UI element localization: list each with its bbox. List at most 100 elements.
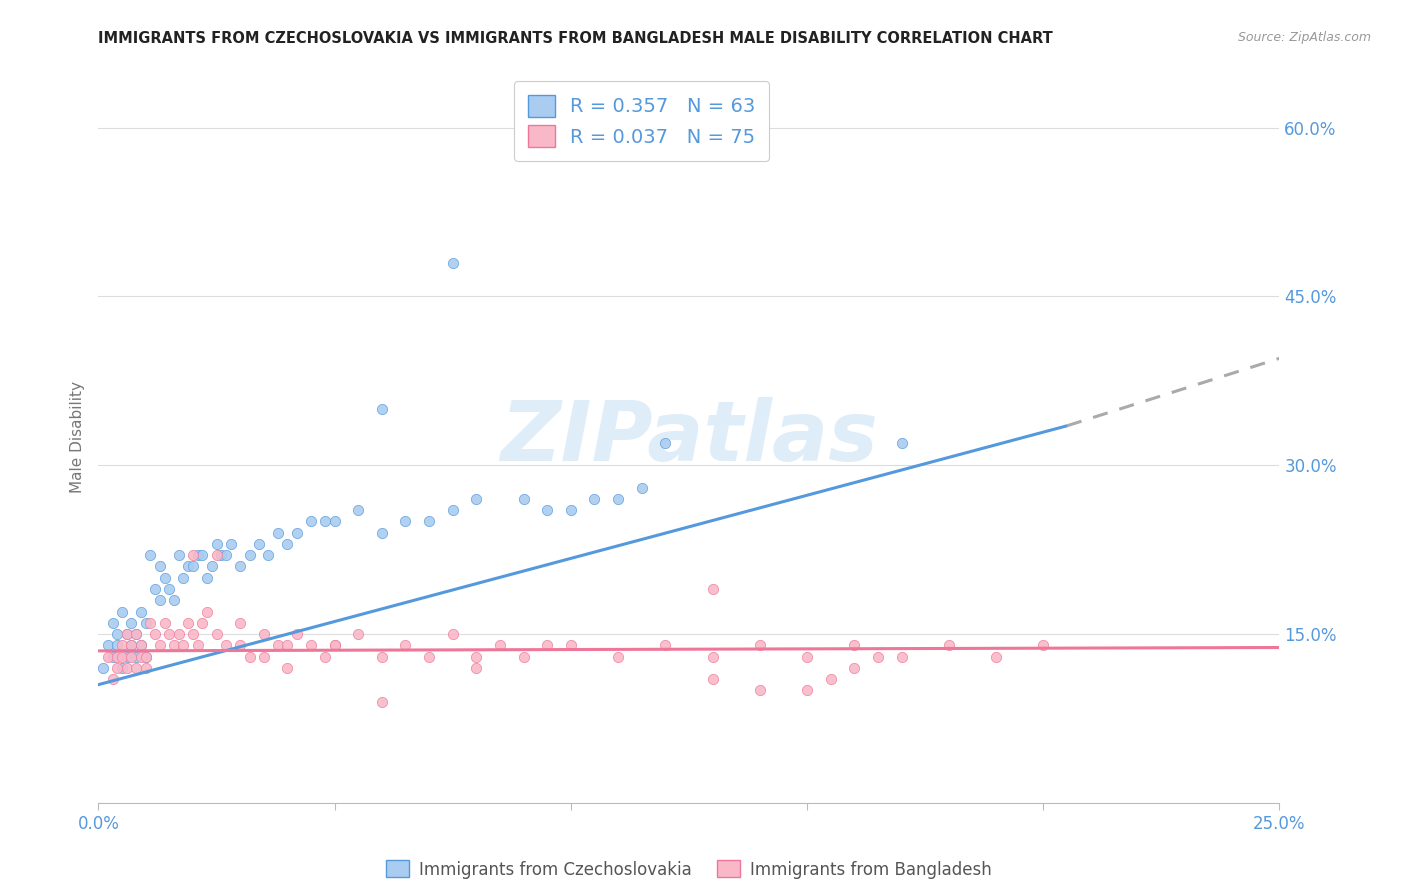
Point	[135, 649, 157, 664]
Point	[748, 638, 770, 652]
Point	[125, 627, 148, 641]
Point	[105, 649, 128, 664]
Point	[844, 661, 866, 675]
Point	[125, 661, 148, 675]
Point	[796, 683, 818, 698]
Point	[215, 548, 238, 562]
Point	[267, 525, 290, 540]
Point	[105, 638, 128, 652]
Point	[418, 649, 440, 664]
Legend: Immigrants from Czechoslovakia, Immigrants from Bangladesh: Immigrants from Czechoslovakia, Immigran…	[385, 861, 993, 879]
Point	[135, 649, 157, 664]
Point	[139, 615, 162, 630]
Point	[984, 649, 1007, 664]
Point	[129, 638, 152, 652]
Point	[418, 515, 440, 529]
Point	[583, 491, 606, 506]
Point	[191, 548, 214, 562]
Point	[177, 559, 200, 574]
Point	[167, 548, 190, 562]
Y-axis label: Male Disability: Male Disability	[70, 381, 86, 493]
Point	[654, 435, 676, 450]
Point	[257, 548, 280, 562]
Point	[195, 605, 218, 619]
Point	[125, 649, 148, 664]
Point	[153, 571, 176, 585]
Point	[105, 661, 128, 675]
Point	[371, 525, 394, 540]
Point	[607, 491, 630, 506]
Point	[229, 615, 252, 630]
Point	[371, 649, 394, 664]
Point	[702, 672, 724, 686]
Point	[115, 627, 138, 641]
Point	[111, 649, 134, 664]
Point	[347, 627, 370, 641]
Point	[465, 661, 488, 675]
Point	[97, 649, 120, 664]
Point	[512, 491, 534, 506]
Point	[115, 649, 138, 664]
Point	[299, 638, 322, 652]
Point	[91, 661, 114, 675]
Point	[115, 661, 138, 675]
Point	[820, 672, 842, 686]
Point	[187, 548, 209, 562]
Point	[143, 627, 166, 641]
Point	[276, 638, 298, 652]
Point	[121, 638, 143, 652]
Point	[654, 638, 676, 652]
Point	[607, 649, 630, 664]
Point	[129, 605, 152, 619]
Point	[163, 593, 186, 607]
Point	[101, 672, 124, 686]
Point	[135, 661, 157, 675]
Point	[796, 649, 818, 664]
Point	[195, 571, 218, 585]
Point	[157, 582, 180, 596]
Point	[702, 649, 724, 664]
Point	[239, 649, 262, 664]
Point	[111, 661, 134, 675]
Text: Source: ZipAtlas.com: Source: ZipAtlas.com	[1237, 31, 1371, 45]
Point	[191, 615, 214, 630]
Point	[394, 515, 416, 529]
Point	[844, 638, 866, 652]
Point	[143, 582, 166, 596]
Point	[441, 255, 464, 269]
Point	[129, 638, 152, 652]
Point	[630, 481, 652, 495]
Point	[239, 548, 262, 562]
Point	[465, 491, 488, 506]
Point	[267, 638, 290, 652]
Text: ZIPatlas: ZIPatlas	[501, 397, 877, 477]
Point	[536, 638, 558, 652]
Point	[121, 649, 143, 664]
Point	[219, 537, 242, 551]
Point	[149, 638, 172, 652]
Point	[201, 559, 224, 574]
Point	[205, 627, 228, 641]
Point	[111, 605, 134, 619]
Point	[866, 649, 889, 664]
Point	[441, 627, 464, 641]
Point	[276, 537, 298, 551]
Point	[172, 638, 194, 652]
Point	[121, 615, 143, 630]
Point	[276, 661, 298, 675]
Point	[323, 515, 346, 529]
Point	[394, 638, 416, 652]
Point	[121, 638, 143, 652]
Point	[285, 627, 308, 641]
Point	[323, 638, 346, 652]
Point	[347, 503, 370, 517]
Point	[314, 649, 336, 664]
Point	[253, 649, 276, 664]
Point	[125, 627, 148, 641]
Point	[101, 615, 124, 630]
Point	[177, 615, 200, 630]
Point	[172, 571, 194, 585]
Point	[149, 559, 172, 574]
Point	[299, 515, 322, 529]
Point	[181, 559, 204, 574]
